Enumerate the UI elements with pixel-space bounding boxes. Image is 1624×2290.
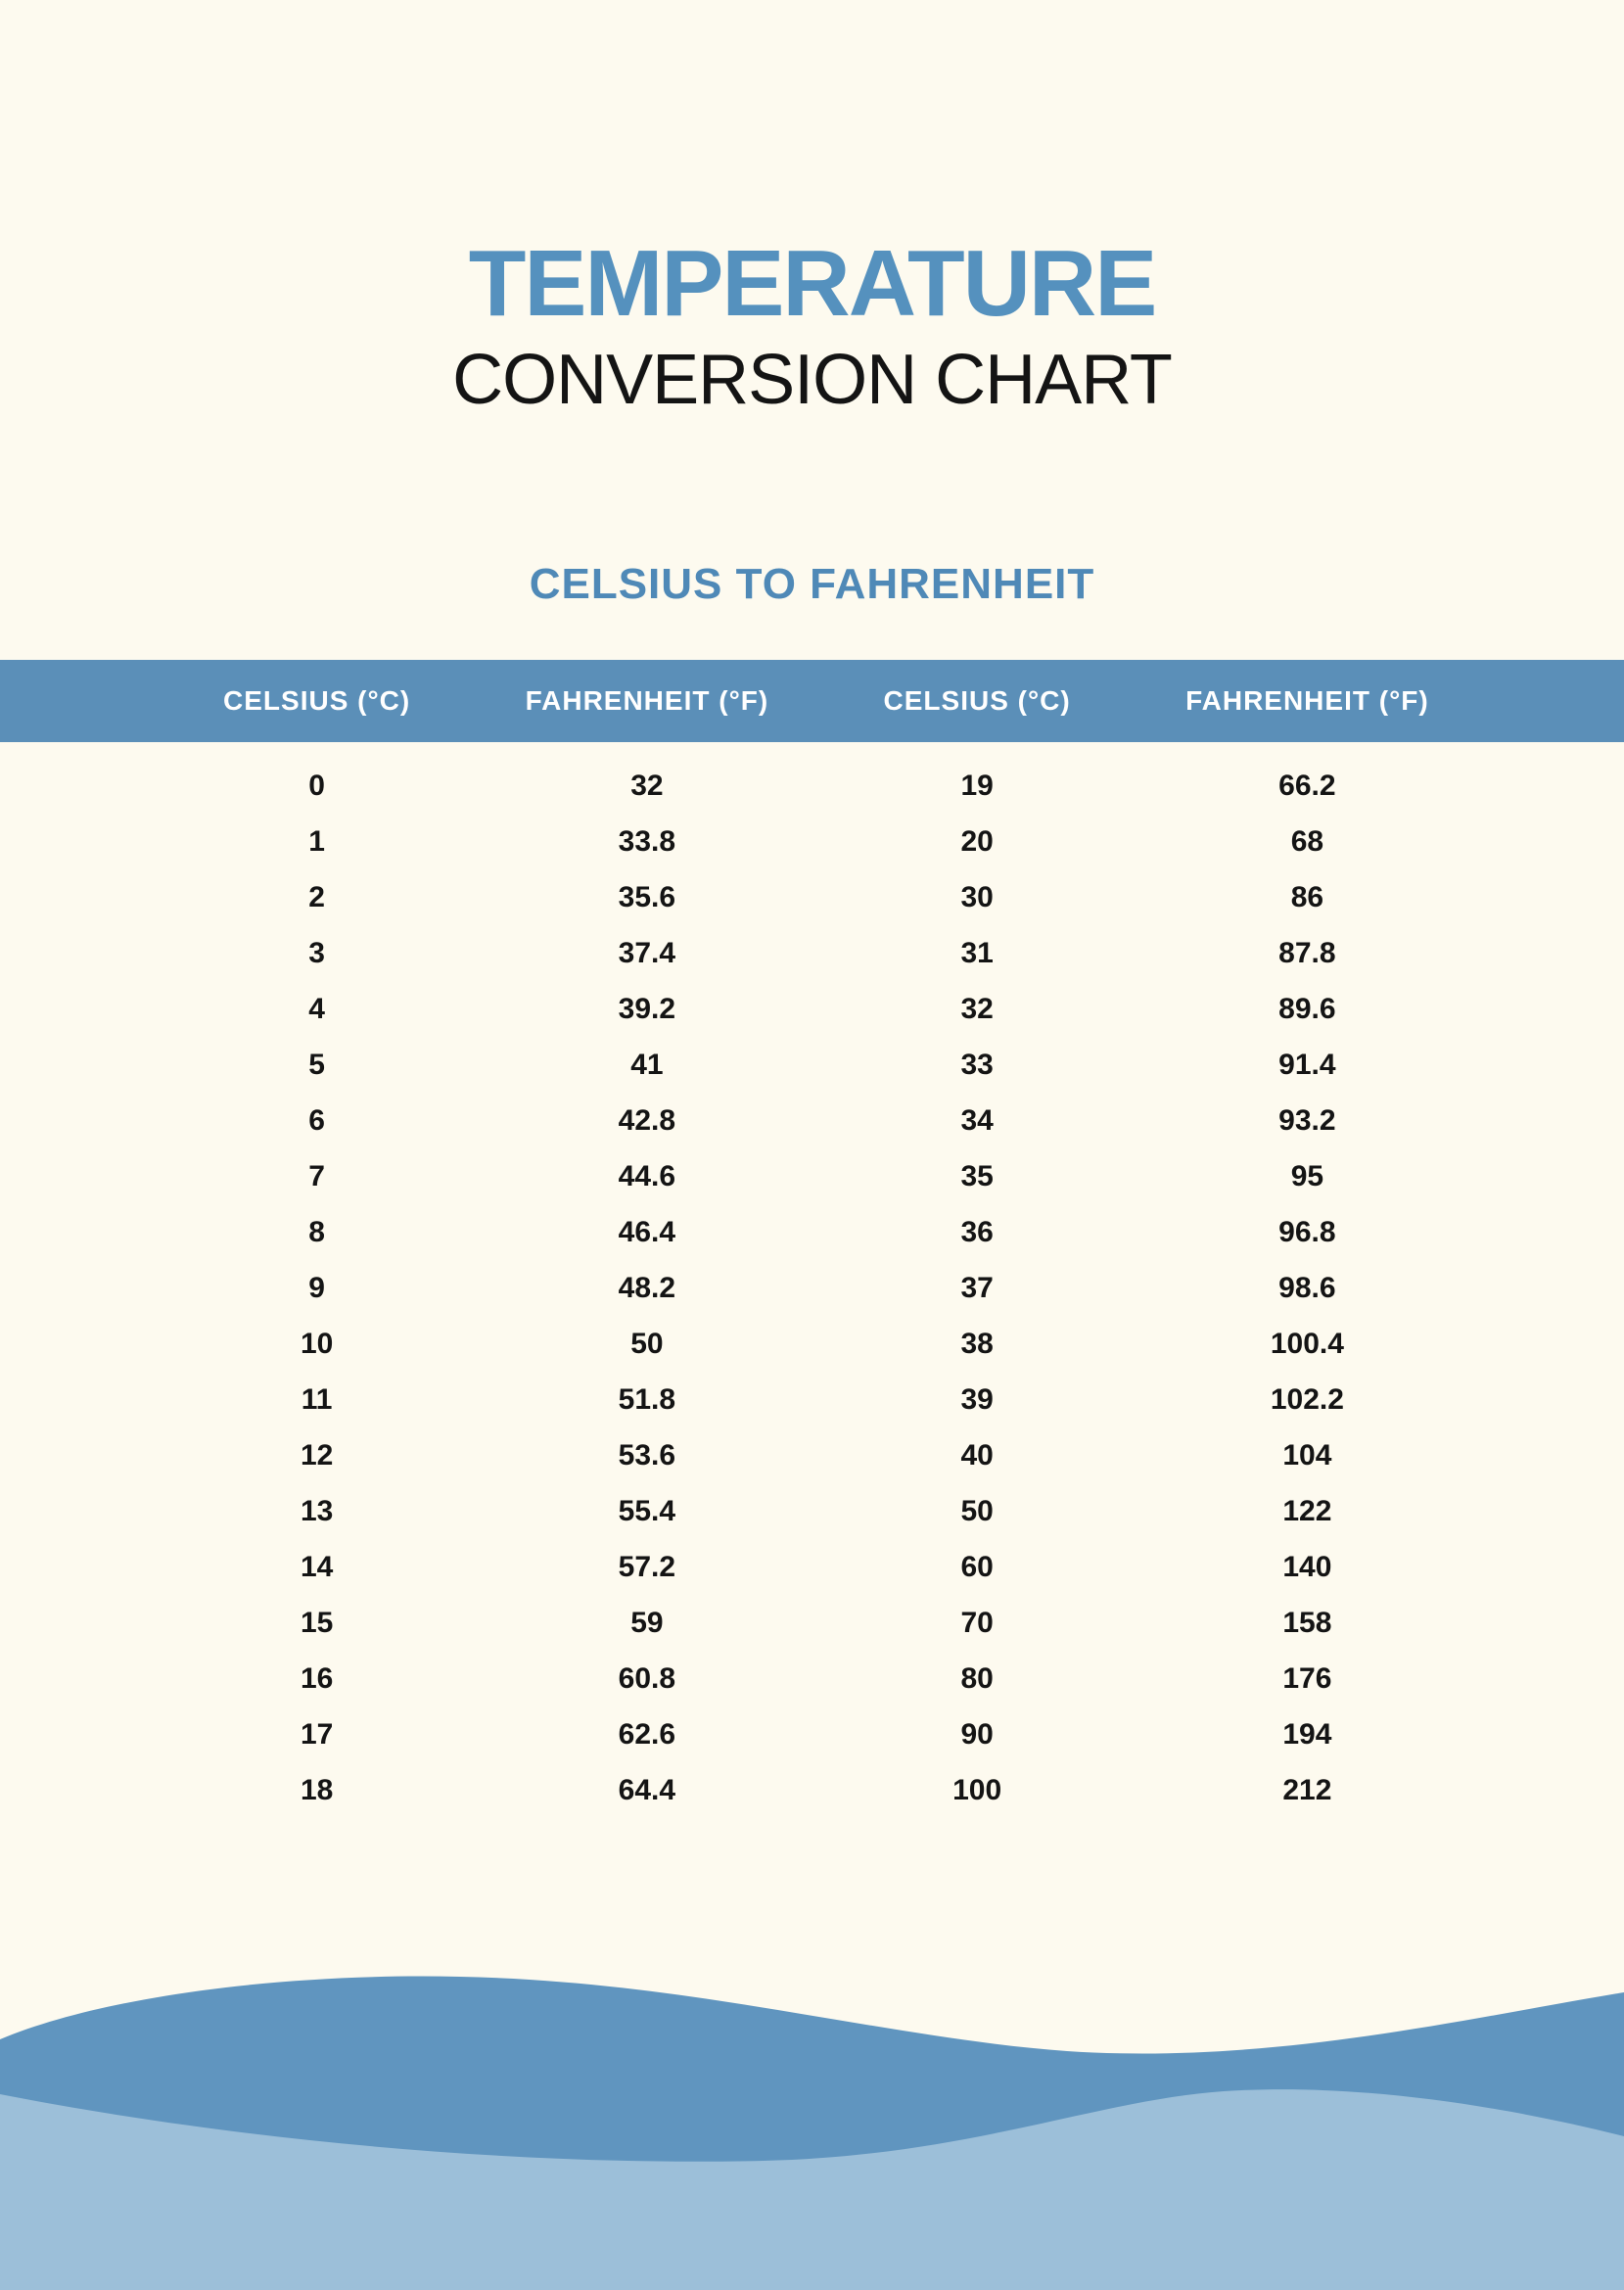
section-subtitle: CELSIUS TO FAHRENHEIT	[529, 560, 1095, 608]
celsius-value: 11	[301, 1382, 333, 1416]
celsius-value: 39	[960, 1382, 994, 1416]
fahrenheit-value: 57.2	[618, 1550, 676, 1583]
celsius-value: 1	[308, 824, 325, 858]
celsius-value: 5	[308, 1048, 325, 1081]
celsius-value: 40	[960, 1438, 994, 1472]
celsius-value: 8	[308, 1215, 325, 1248]
celsius-value: 36	[960, 1215, 994, 1248]
fahrenheit-value: 44.6	[618, 1159, 676, 1192]
celsius-value: 18	[300, 1773, 334, 1806]
celsius-value: 19	[960, 769, 994, 802]
fahrenheit-value: 59	[630, 1606, 664, 1639]
fahrenheit-value: 140	[1282, 1550, 1332, 1583]
fahrenheit-value: 102.2	[1270, 1382, 1344, 1416]
celsius-value: 14	[300, 1550, 334, 1583]
celsius-value: 20	[960, 824, 994, 858]
fahrenheit-value: 50	[630, 1327, 664, 1360]
celsius-value: 10	[300, 1327, 334, 1360]
celsius-value: 3	[308, 936, 325, 969]
fahrenheit-value: 158	[1282, 1606, 1332, 1639]
fahrenheit-value: 194	[1282, 1717, 1332, 1751]
fahrenheit-value: 68	[1290, 824, 1324, 858]
fahrenheit-value: 87.8	[1278, 936, 1336, 969]
fahrenheit-value: 41	[630, 1048, 664, 1081]
fahrenheit-value: 66.2	[1278, 769, 1336, 802]
fahrenheit-value: 212	[1282, 1773, 1332, 1806]
fahrenheit-value: 98.6	[1278, 1271, 1336, 1304]
fahrenheit-value: 122	[1282, 1494, 1332, 1527]
fahrenheit-value: 104	[1282, 1438, 1332, 1472]
celsius-value: 33	[960, 1048, 994, 1081]
fahrenheit-value: 60.8	[618, 1661, 676, 1695]
table-body: 0 32 19 66.2 1 33.8 20 68 2 35.6 30 86 3 37.4 31 87.8 4 3…	[0, 742, 1624, 1818]
fahrenheit-value: 39.2	[618, 992, 676, 1025]
celsius-value: 6	[308, 1103, 325, 1137]
celsius-value: 32	[960, 992, 994, 1025]
fahrenheit-value: 176	[1282, 1661, 1332, 1695]
celsius-value: 34	[960, 1103, 994, 1137]
celsius-value: 0	[308, 769, 325, 802]
celsius-value: 38	[960, 1327, 994, 1360]
celsius-value: 35	[960, 1159, 994, 1192]
celsius-value: 13	[300, 1494, 334, 1527]
table-header-fahrenheit-1: FAHRENHEIT (°F)	[525, 685, 769, 716]
celsius-value: 9	[308, 1271, 325, 1304]
fahrenheit-value: 89.6	[1278, 992, 1336, 1025]
celsius-value: 37	[960, 1271, 994, 1304]
celsius-value: 4	[308, 992, 325, 1025]
fahrenheit-value: 62.6	[618, 1717, 676, 1751]
fahrenheit-value: 86	[1290, 880, 1324, 913]
fahrenheit-value: 37.4	[618, 936, 676, 969]
fahrenheit-value: 32	[630, 769, 664, 802]
celsius-value: 7	[308, 1159, 325, 1192]
fahrenheit-value: 64.4	[618, 1773, 676, 1806]
celsius-value: 60	[960, 1550, 994, 1583]
celsius-value: 2	[308, 880, 325, 913]
celsius-value: 70	[960, 1606, 994, 1639]
fahrenheit-value: 35.6	[618, 880, 676, 913]
celsius-value: 31	[960, 936, 994, 969]
celsius-value: 80	[960, 1661, 994, 1695]
celsius-value: 12	[300, 1438, 334, 1472]
table-header-celsius-2: CELSIUS (°C)	[883, 685, 1071, 716]
fahrenheit-value: 33.8	[618, 824, 676, 858]
fahrenheit-value: 93.2	[1278, 1103, 1336, 1137]
fahrenheit-value: 53.6	[618, 1438, 676, 1472]
celsius-value: 30	[960, 880, 994, 913]
fahrenheit-value: 95	[1290, 1159, 1324, 1192]
footer-wave-graphic	[0, 1976, 1624, 2290]
table-header-fahrenheit-2: FAHRENHEIT (°F)	[1185, 685, 1429, 716]
celsius-value: 17	[300, 1717, 334, 1751]
fahrenheit-value: 55.4	[618, 1494, 676, 1527]
fahrenheit-value: 42.8	[618, 1103, 676, 1137]
fahrenheit-value: 100.4	[1270, 1327, 1344, 1360]
celsius-value: 50	[960, 1494, 994, 1527]
fahrenheit-value: 51.8	[618, 1382, 676, 1416]
light-wave	[0, 2089, 1624, 2290]
page-title: TEMPERATURE	[468, 231, 1158, 336]
celsius-value: 15	[300, 1606, 334, 1639]
celsius-value: 90	[960, 1717, 994, 1751]
fahrenheit-value: 96.8	[1278, 1215, 1336, 1248]
table-header-celsius-1: CELSIUS (°C)	[223, 685, 411, 716]
fahrenheit-value: 48.2	[618, 1271, 676, 1304]
fahrenheit-value: 46.4	[618, 1215, 676, 1248]
page-title-line2: CONVERSION CHART	[452, 341, 1173, 419]
table-header-bar: CELSIUS (°C) FAHRENHEIT (°F) CELSIUS (°C…	[0, 660, 1624, 742]
fahrenheit-value: 91.4	[1278, 1048, 1336, 1081]
celsius-value: 100	[952, 1773, 1002, 1806]
celsius-value: 16	[300, 1661, 334, 1695]
title-block: TEMPERATURE CONVERSION CHART	[0, 231, 1624, 419]
